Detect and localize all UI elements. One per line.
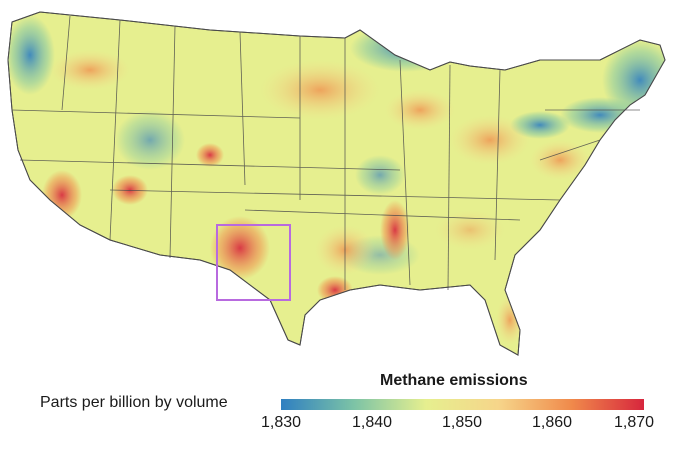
legend-tick: 1,860 [531, 414, 573, 431]
legend-title: Methane emissions [380, 372, 528, 389]
legend-units-label: Parts per billion by volume [40, 394, 228, 411]
legend-tick: 1,840 [351, 414, 393, 431]
legend-tick: 1,850 [441, 414, 483, 431]
highlight-box [216, 224, 291, 301]
methane-heat-overlays [8, 15, 665, 345]
legend-tick: 1,830 [260, 414, 302, 431]
color-scale-bar [281, 399, 644, 410]
us-methane-map [7, 11, 666, 356]
legend-tick: 1,870 [613, 414, 655, 431]
state-borders [11, 15, 640, 291]
